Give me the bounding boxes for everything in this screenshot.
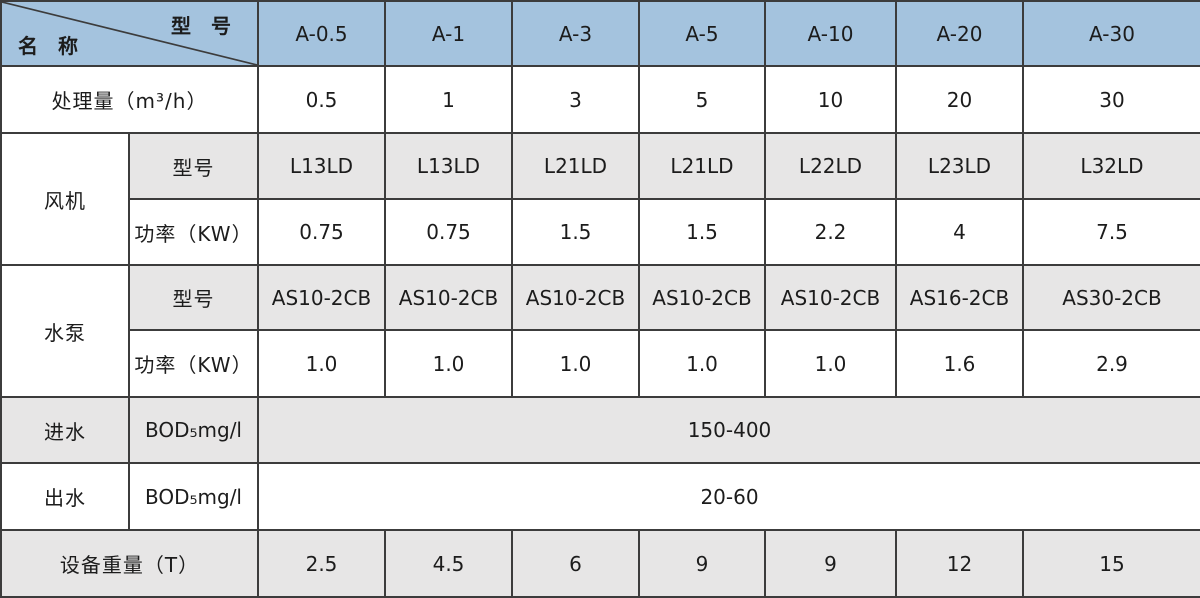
fan-model-value: L21LD (638, 132, 766, 200)
fan-power-value: 2.2 (764, 198, 897, 266)
capacity-value: 30 (1022, 65, 1200, 134)
header-row: 型 号 名 称 A-0.5 A-1 A-3 A-5 A-10 A-20 A-30 (0, 0, 1200, 67)
capacity-value: 3 (511, 65, 640, 134)
pump-model-value: AS10-2CB (511, 264, 640, 331)
pump-power-row: 功率（KW） 1.0 1.0 1.0 1.0 1.0 1.6 2.9 (1, 329, 1200, 398)
pump-power-value: 1.6 (895, 329, 1024, 398)
capacity-value: 20 (895, 65, 1024, 134)
fan-power-value: 4 (895, 198, 1024, 266)
fan-power-label: 功率（KW） (128, 198, 259, 266)
weight-value: 15 (1022, 529, 1200, 598)
capacity-row: 处理量（m³/h） 0.5 1 3 5 10 20 30 (0, 65, 1200, 134)
fan-model-value: L23LD (895, 132, 1024, 200)
weight-value: 9 (638, 529, 766, 598)
pump-model-value: AS10-2CB (257, 264, 386, 331)
fan-model-label: 型号 (128, 132, 259, 200)
fan-power-value: 1.5 (511, 198, 640, 266)
weight-value: 9 (764, 529, 897, 598)
corner-name-label: 名 称 (18, 34, 78, 58)
fan-model-value: L32LD (1022, 132, 1200, 200)
fan-power-value: 1.5 (638, 198, 766, 266)
capacity-value: 5 (638, 65, 766, 134)
capacity-value: 10 (764, 65, 897, 134)
fan-group-label: 风机 (0, 132, 130, 266)
inlet-value: 150-400 (257, 396, 1200, 464)
diagonal-line (2, 2, 257, 65)
pump-power-value: 2.9 (1022, 329, 1200, 398)
pump-model-row: 水泵 型号 AS10-2CB AS10-2CB AS10-2CB AS10-2C… (0, 264, 1200, 398)
fan-model-value: L13LD (384, 132, 513, 200)
fan-power-value: 0.75 (257, 198, 386, 266)
fan-power-row: 功率（KW） 0.75 0.75 1.5 1.5 2.2 4 7.5 (1, 198, 1200, 266)
fan-model-value: L22LD (764, 132, 897, 200)
corner-cell: 型 号 名 称 (0, 0, 259, 67)
pump-model-label: 型号 (128, 264, 259, 331)
model-column-header: A-30 (1022, 0, 1200, 67)
pump-power-label: 功率（KW） (128, 329, 259, 398)
weight-value: 4.5 (384, 529, 513, 598)
pump-power-value: 1.0 (764, 329, 897, 398)
outlet-sub-label: BOD₅mg/l (128, 462, 259, 531)
capacity-value: 0.5 (257, 65, 386, 134)
weight-label: 设备重量（T） (0, 529, 259, 598)
capacity-label: 处理量（m³/h） (0, 65, 259, 134)
pump-power-value: 1.0 (638, 329, 766, 398)
fan-model-value: L21LD (511, 132, 640, 200)
weight-value: 6 (511, 529, 640, 598)
pump-power-value: 1.0 (511, 329, 640, 398)
outlet-row: 出水 BOD₅mg/l 20-60 (0, 462, 1200, 531)
fan-power-value: 7.5 (1022, 198, 1200, 266)
inlet-row: 进水 BOD₅mg/l 150-400 (0, 396, 1200, 464)
capacity-value: 1 (384, 65, 513, 134)
pump-group-label: 水泵 (0, 264, 130, 398)
weight-row: 设备重量（T） 2.5 4.5 6 9 9 12 15 (0, 529, 1200, 598)
weight-value: 2.5 (257, 529, 386, 598)
pump-power-value: 1.0 (257, 329, 386, 398)
model-column-header: A-0.5 (257, 0, 386, 67)
model-column-header: A-5 (638, 0, 766, 67)
pump-model-value: AS10-2CB (764, 264, 897, 331)
inlet-sub-label: BOD₅mg/l (128, 396, 259, 464)
fan-model-value: L13LD (257, 132, 386, 200)
model-column-header: A-20 (895, 0, 1024, 67)
model-column-header: A-3 (511, 0, 640, 67)
pump-model-value: AS30-2CB (1022, 264, 1200, 331)
model-column-header: A-1 (384, 0, 513, 67)
outlet-value: 20-60 (257, 462, 1200, 531)
model-column-header: A-10 (764, 0, 897, 67)
inlet-label: 进水 (0, 396, 130, 464)
weight-value: 12 (895, 529, 1024, 598)
corner-model-label: 型 号 (171, 14, 231, 38)
pump-model-value: AS10-2CB (638, 264, 766, 331)
pump-model-value: AS10-2CB (384, 264, 513, 331)
fan-model-row: 风机 型号 L13LD L13LD L21LD L21LD L22LD L23L… (0, 132, 1200, 266)
fan-power-value: 0.75 (384, 198, 513, 266)
pump-power-value: 1.0 (384, 329, 513, 398)
outlet-label: 出水 (0, 462, 130, 531)
pump-model-value: AS16-2CB (895, 264, 1024, 331)
